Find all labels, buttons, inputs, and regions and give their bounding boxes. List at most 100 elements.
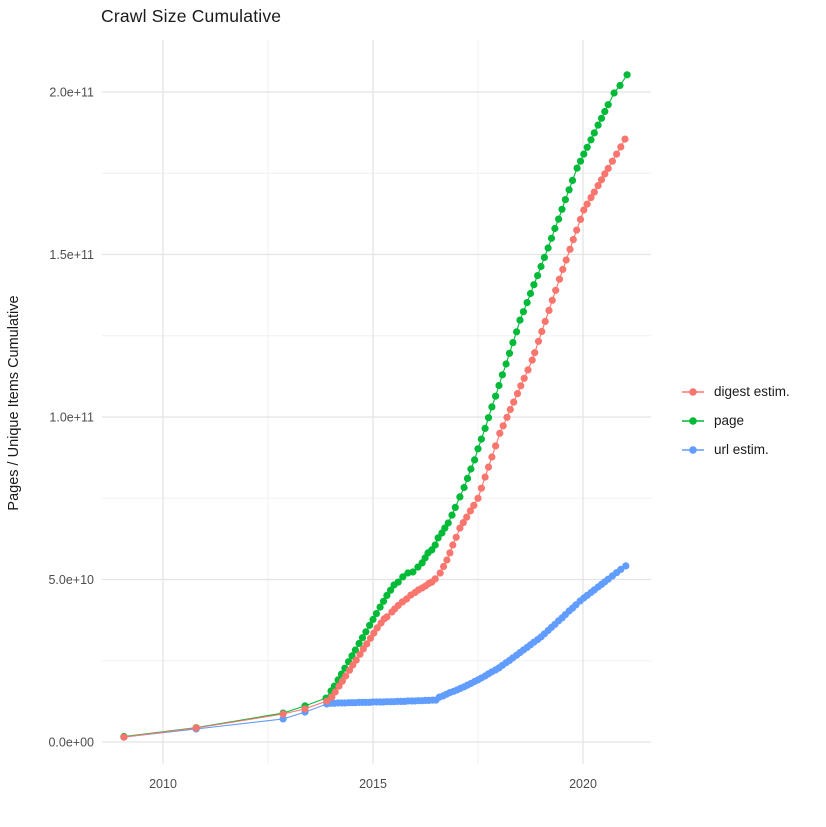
data-point bbox=[568, 176, 577, 184]
data-point bbox=[594, 182, 602, 190]
data-point bbox=[363, 640, 371, 648]
data-point bbox=[613, 150, 621, 158]
data-point bbox=[481, 424, 489, 432]
data-point bbox=[576, 157, 585, 165]
data-point bbox=[590, 129, 598, 137]
data-point bbox=[558, 205, 566, 213]
data-point bbox=[474, 494, 482, 502]
data-point bbox=[580, 150, 588, 158]
data-point bbox=[366, 621, 374, 629]
data-point bbox=[355, 639, 363, 648]
data-point bbox=[530, 281, 538, 289]
data-point bbox=[541, 317, 549, 325]
data-point bbox=[580, 206, 588, 214]
legend-item-page: page bbox=[681, 406, 790, 435]
data-point bbox=[534, 337, 543, 345]
data-point bbox=[528, 356, 536, 364]
data-point bbox=[376, 603, 384, 611]
data-point bbox=[519, 308, 528, 316]
data-point bbox=[362, 628, 370, 636]
data-point bbox=[356, 650, 364, 658]
data-point bbox=[120, 733, 128, 741]
data-point bbox=[366, 634, 375, 642]
legend-key-line-point-icon bbox=[682, 445, 704, 454]
data-point bbox=[456, 524, 464, 532]
data-point bbox=[509, 339, 517, 347]
data-point bbox=[342, 672, 350, 680]
data-point bbox=[601, 107, 609, 116]
data-point bbox=[471, 456, 479, 464]
data-point bbox=[594, 121, 602, 129]
data-point bbox=[488, 453, 496, 461]
y-axis-title: Pages / Unique Items Cumulative bbox=[6, 295, 22, 510]
data-point bbox=[583, 143, 591, 151]
data-point bbox=[608, 157, 617, 165]
data-point bbox=[569, 236, 577, 244]
data-point bbox=[492, 392, 500, 400]
data-point bbox=[379, 597, 388, 605]
data-point bbox=[565, 186, 573, 194]
y-tick-label: 2.0e+11 bbox=[49, 86, 94, 100]
data-point bbox=[534, 272, 542, 280]
legend: digest estim. page url estim. bbox=[681, 377, 790, 464]
data-point bbox=[452, 533, 460, 541]
data-point bbox=[555, 215, 563, 223]
data-point bbox=[474, 445, 482, 453]
data-point bbox=[499, 422, 507, 430]
x-tick-label: 2015 bbox=[359, 777, 387, 791]
x-tick-label: 2020 bbox=[569, 777, 597, 791]
data-point bbox=[372, 610, 380, 618]
data-point bbox=[492, 442, 500, 450]
data-point bbox=[451, 503, 459, 511]
data-point bbox=[477, 484, 485, 492]
data-point bbox=[192, 724, 200, 732]
y-tick-label: 0.0e+00 bbox=[48, 736, 94, 750]
data-point bbox=[495, 381, 503, 390]
data-point bbox=[488, 403, 496, 411]
data-point bbox=[516, 316, 524, 324]
y-tick-label: 5.0e+10 bbox=[48, 573, 94, 587]
gridlines-major bbox=[102, 40, 651, 764]
data-point bbox=[498, 371, 506, 379]
data-point bbox=[467, 465, 475, 473]
data-point bbox=[370, 629, 378, 637]
data-point bbox=[323, 697, 331, 705]
data-point bbox=[449, 541, 457, 549]
data-point bbox=[566, 245, 574, 253]
data-point bbox=[545, 306, 553, 314]
series-url-estim bbox=[120, 562, 630, 741]
data-point bbox=[431, 575, 439, 583]
data-point bbox=[440, 562, 448, 571]
data-point bbox=[561, 196, 570, 204]
data-point bbox=[466, 507, 474, 515]
data-point bbox=[520, 374, 528, 382]
series-digest-estim bbox=[120, 135, 629, 741]
data-point bbox=[383, 613, 391, 621]
data-point bbox=[506, 405, 514, 414]
data-point bbox=[431, 541, 439, 549]
data-point bbox=[538, 327, 546, 336]
data-point bbox=[409, 568, 417, 576]
data-point bbox=[537, 262, 545, 271]
data-point bbox=[559, 265, 567, 273]
data-point bbox=[526, 289, 535, 298]
legend-key-line-point-icon bbox=[682, 416, 704, 425]
data-point bbox=[369, 615, 377, 624]
data-point bbox=[503, 413, 511, 421]
data-point bbox=[459, 519, 467, 527]
data-point bbox=[301, 705, 309, 713]
legend-label: url estim. bbox=[714, 442, 769, 457]
data-point bbox=[399, 573, 407, 581]
legend-label: digest estim. bbox=[714, 384, 790, 399]
data-point bbox=[387, 586, 395, 594]
data-point bbox=[510, 398, 518, 406]
y-tick-label: 1.0e+11 bbox=[49, 411, 94, 425]
series-page bbox=[120, 71, 631, 741]
data-point bbox=[345, 666, 354, 674]
data-point bbox=[444, 519, 452, 527]
data-point bbox=[359, 645, 367, 653]
data-point bbox=[604, 101, 612, 109]
data-point bbox=[587, 136, 595, 144]
data-point bbox=[484, 463, 493, 471]
